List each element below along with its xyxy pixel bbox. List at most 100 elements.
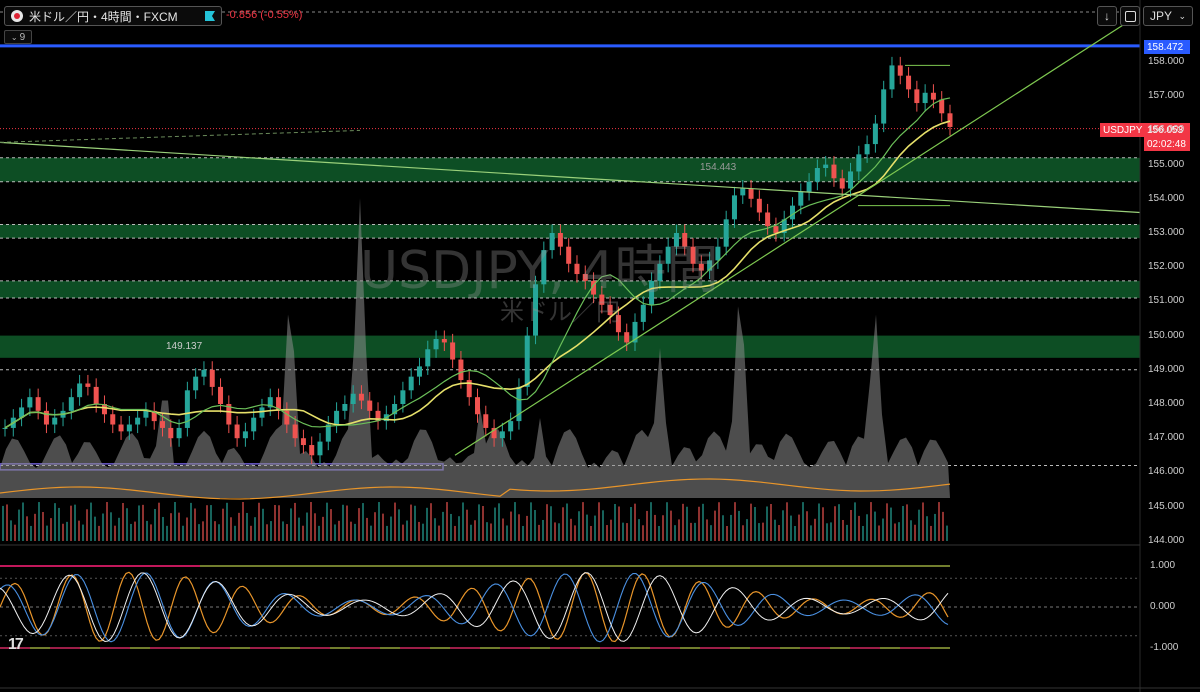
fullscreen-button[interactable] (1120, 6, 1140, 26)
volume-bar (414, 505, 416, 541)
volume-bar (282, 521, 284, 541)
volume-bar (442, 511, 444, 541)
support-zone (0, 157, 1140, 182)
volume-bar (494, 507, 496, 541)
candle-body (549, 233, 555, 251)
volume-bar (302, 525, 304, 541)
volume-bar (74, 504, 76, 541)
candle-body (209, 369, 215, 387)
candle-body (914, 89, 920, 104)
volume-bar (210, 505, 212, 541)
osc-orange-line (0, 571, 949, 643)
price-axis-tick: 154.000 (1148, 192, 1185, 204)
volume-bar (610, 519, 612, 541)
volume-bar (102, 513, 104, 541)
volume-bar (526, 515, 528, 541)
volume-ma-line (0, 478, 951, 500)
candle-body (110, 414, 116, 425)
candle-body (218, 386, 224, 404)
volume-bar (594, 515, 596, 541)
volume-bar (182, 525, 184, 541)
volume-bar (910, 520, 912, 541)
volume-bar (834, 506, 836, 541)
volume-bar (558, 523, 560, 541)
volume-bar (18, 509, 20, 541)
volume-bar (710, 525, 712, 541)
candle-body (707, 260, 713, 271)
candle-body (27, 397, 33, 408)
volume-bar (938, 502, 940, 541)
volume-bar (426, 507, 428, 541)
candle-body (375, 410, 381, 422)
volume-bar (490, 523, 492, 541)
volume-bar (822, 507, 824, 541)
candle-body (557, 233, 563, 247)
volume-bar (510, 511, 512, 541)
candle-body (43, 410, 49, 425)
candle-body (325, 424, 331, 442)
volume-bar (542, 519, 544, 541)
indicator-toggle[interactable]: ⌄ 9 (4, 30, 32, 44)
indicator-count: 9 (19, 31, 26, 43)
volume-bar (810, 525, 812, 541)
candle-body (242, 431, 248, 439)
volume-bar (762, 522, 764, 541)
candle-body (773, 226, 779, 233)
volume-bar (342, 504, 344, 541)
volume-bar (878, 525, 880, 541)
candle-body (566, 246, 572, 264)
candle-body (425, 349, 431, 367)
volume-bar (890, 507, 892, 541)
symbol-selector[interactable]: 米ドル／円・4時間・FXCM (4, 6, 222, 26)
volume-bar (782, 510, 784, 541)
volume-bar (22, 502, 24, 541)
candle-body (259, 407, 265, 418)
candle-body (358, 393, 364, 401)
volume-bar (714, 510, 716, 541)
volume-bar (906, 504, 908, 541)
volume-bar (946, 525, 948, 541)
candle-body (872, 123, 878, 145)
volume-bar (266, 524, 268, 541)
volume-bar (670, 510, 672, 541)
volume-bar (298, 517, 300, 541)
bookmark-flag-icon[interactable] (205, 11, 215, 21)
candle-body (740, 188, 746, 196)
volume-bar (158, 502, 160, 541)
volume-bar (374, 512, 376, 541)
price-axis-tick: 144.000 (1148, 534, 1185, 546)
price-axis-tick: 158.000 (1148, 56, 1185, 67)
candle-body (624, 332, 630, 343)
volume-bar (530, 502, 532, 541)
current-symbol-label: USDJPY (1100, 123, 1146, 137)
volume-bar (786, 502, 788, 541)
tradingview-logo[interactable]: 17 (8, 636, 24, 653)
volume-bar (654, 514, 656, 541)
currency-button[interactable]: JPY ⌄ (1143, 6, 1193, 26)
candle-body (193, 376, 199, 391)
ma-yellow-line (4, 120, 951, 429)
download-button[interactable]: ↓ (1097, 6, 1117, 26)
candle-body (2, 427, 8, 429)
candle-body (856, 154, 862, 172)
chevron-down-icon: ⌄ (1178, 10, 1186, 21)
candle-body (632, 321, 638, 343)
support-zone (0, 224, 1140, 239)
candle-body (77, 383, 83, 398)
volume-bar (314, 513, 316, 541)
candle-body (19, 407, 25, 418)
volume-bar (410, 504, 412, 541)
volume-bar (570, 518, 572, 541)
volume-bar (190, 502, 192, 541)
candle-body (615, 315, 621, 333)
volume-bar (170, 513, 172, 541)
volume-bar (338, 520, 340, 541)
candle-body (135, 417, 141, 425)
volume-bar (202, 521, 204, 541)
volume-bar (134, 521, 136, 541)
oscillator-axis-tick: 1.000 (1150, 560, 1176, 571)
volume-bar (178, 512, 180, 541)
volume-bar (742, 525, 744, 541)
candle-body (731, 195, 737, 220)
